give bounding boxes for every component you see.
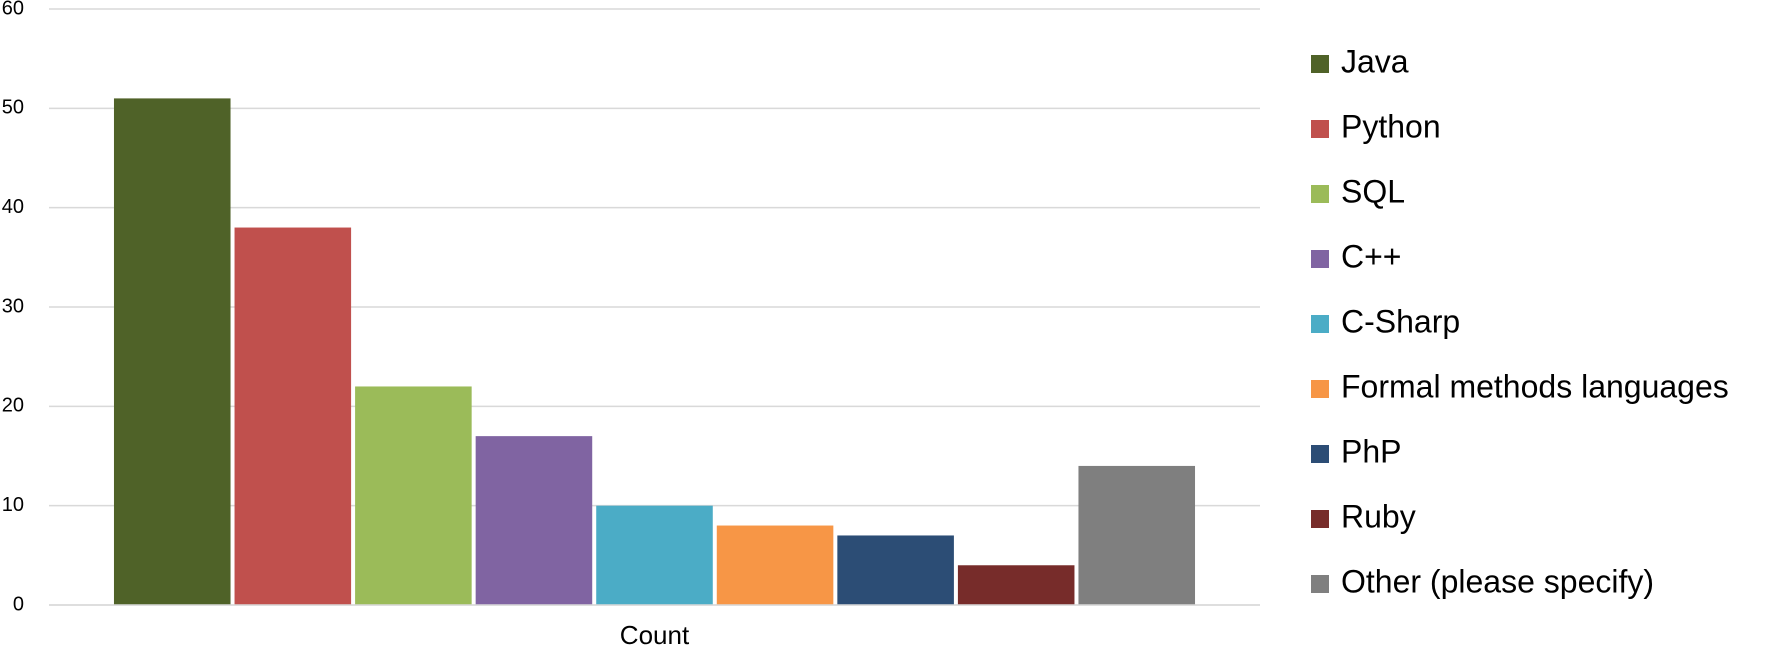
legend-label: Java — [1341, 43, 1409, 79]
y-tick-label: 0 — [13, 593, 24, 615]
y-tick-label: 10 — [2, 494, 24, 516]
x-tick-label: Count — [620, 620, 690, 647]
bar — [234, 227, 352, 606]
bar — [113, 98, 231, 606]
legend-swatch — [1311, 315, 1329, 333]
legend-label: Ruby — [1341, 498, 1416, 534]
bar — [716, 525, 834, 605]
legend-label: Python — [1341, 108, 1441, 144]
bar — [355, 386, 472, 605]
legend-swatch — [1311, 120, 1329, 138]
legend-label: Formal methods languages — [1341, 368, 1729, 404]
y-tick-label: 40 — [2, 196, 24, 218]
bar — [475, 436, 593, 605]
y-tick-label: 30 — [2, 295, 24, 317]
legend-swatch — [1311, 445, 1329, 463]
legend-label: SQL — [1341, 173, 1405, 209]
bar — [957, 565, 1075, 605]
legend-swatch — [1311, 55, 1329, 73]
bar — [1078, 465, 1196, 605]
legend-label: PhP — [1341, 433, 1401, 469]
bar — [837, 535, 954, 605]
legend-swatch — [1311, 185, 1329, 203]
legend-swatch — [1311, 380, 1329, 398]
y-tick-label: 50 — [2, 97, 24, 119]
legend-label: C++ — [1341, 238, 1401, 274]
legend-swatch — [1311, 250, 1329, 268]
y-tick-label: 60 — [2, 0, 24, 19]
legend-swatch — [1311, 575, 1329, 593]
legend-label: Other (please specify) — [1341, 563, 1654, 599]
bar — [596, 505, 713, 605]
y-tick-label: 20 — [2, 395, 24, 417]
legend-swatch — [1311, 510, 1329, 528]
legend-label: C-Sharp — [1341, 303, 1460, 339]
